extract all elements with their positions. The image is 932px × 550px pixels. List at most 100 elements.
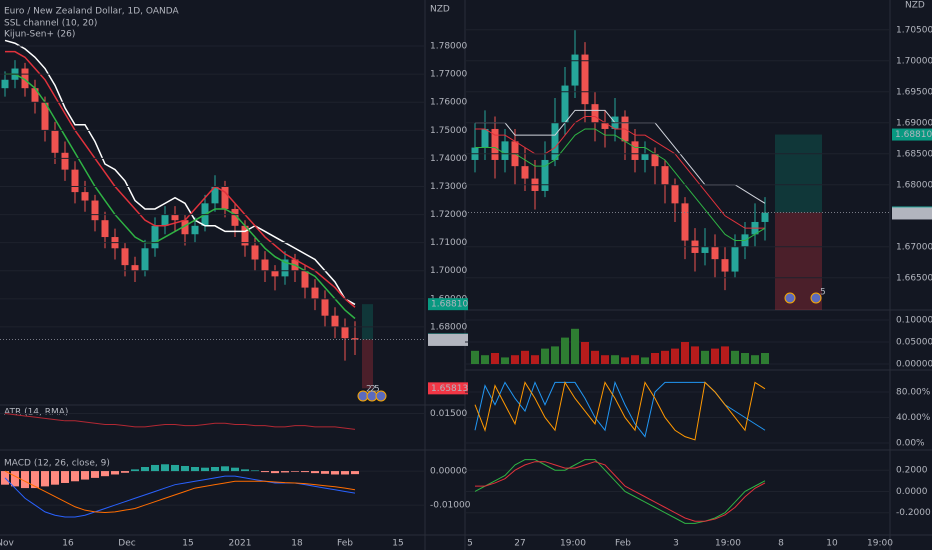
- macd-hist: [131, 469, 139, 472]
- candle-body: [251, 245, 259, 260]
- candle-body: [261, 259, 269, 271]
- macd-hist: [71, 471, 79, 482]
- candle-body: [341, 326, 349, 339]
- volume-bar: [641, 357, 649, 365]
- time-label: 27: [514, 539, 525, 549]
- macd-hist: [61, 471, 69, 483]
- volume-bar: [491, 353, 499, 365]
- volume-bar: [631, 355, 639, 365]
- macd-hist: [171, 464, 179, 472]
- price-tick-label: 1.70000: [896, 56, 932, 66]
- price-tick-label: 1.70500: [896, 25, 932, 35]
- macd-hist: [51, 471, 59, 485]
- candle-body: [91, 200, 99, 221]
- price-tick-label: 1.71000: [430, 238, 467, 248]
- price-tick-label: -0.01000: [430, 501, 471, 511]
- price-tick-label: 0.0000: [896, 487, 928, 497]
- macd-hist: [211, 467, 219, 472]
- macd-hist: [341, 471, 349, 475]
- candle-body: [591, 104, 599, 123]
- indicator-line: [5, 73, 356, 320]
- time-label: Feb: [337, 539, 353, 549]
- time-label: 19:00: [715, 539, 741, 549]
- volume-bar: [691, 346, 699, 365]
- candle-body: [551, 122, 559, 160]
- time-label: Dec: [118, 539, 135, 549]
- volume-bar: [731, 350, 739, 365]
- candle-body: [81, 192, 89, 201]
- price-tag: [428, 333, 468, 346]
- time-label: 5: [467, 539, 473, 549]
- candle-body: [151, 225, 159, 249]
- price-tick-label: 1.68000: [430, 322, 467, 332]
- indicator-line: [4, 470, 356, 514]
- volume-bar: [751, 355, 759, 365]
- macd-hist: [81, 471, 89, 480]
- candle-body: [651, 153, 659, 167]
- macd-hist: [251, 470, 259, 472]
- macd-hist: [261, 471, 269, 473]
- price-tick-label: 0.00000: [896, 360, 932, 370]
- macd-hist: [301, 471, 309, 473]
- volume-bar: [701, 350, 709, 365]
- candle-body: [311, 287, 319, 299]
- price-tick-label: 80.00%: [896, 387, 931, 397]
- macd-hist: [191, 467, 199, 472]
- position-stop: [362, 339, 373, 389]
- candle-body: [51, 130, 59, 153]
- event-count: 5: [820, 288, 826, 298]
- candle-body: [681, 203, 689, 241]
- candle-body: [271, 270, 279, 277]
- volume-bar: [681, 342, 689, 365]
- time-label: 19:00: [560, 539, 586, 549]
- currency-label: NZD: [905, 1, 925, 11]
- volume-bar: [521, 350, 529, 365]
- price-tick-label: 0.10000: [896, 315, 932, 325]
- indicator-label: ATR (14, RMA): [4, 408, 68, 418]
- time-label: 15: [182, 539, 193, 549]
- candle-body: [501, 141, 509, 160]
- event-count: 2: [366, 385, 372, 395]
- time-label: 19:00: [867, 539, 893, 549]
- candle-body: [131, 265, 139, 271]
- candle-body: [141, 248, 149, 271]
- macd-hist: [351, 471, 359, 475]
- candle-body: [351, 338, 359, 340]
- candle-body: [581, 54, 589, 105]
- volume-bar: [541, 348, 549, 365]
- macd-hist: [321, 471, 329, 474]
- candle-body: [671, 184, 679, 204]
- candle-body: [231, 208, 239, 226]
- price-tick-label: 1.77000: [430, 70, 467, 80]
- candle-body: [31, 88, 39, 103]
- event-icon: [375, 390, 387, 402]
- candle-body: [701, 246, 709, 253]
- candle-body: [731, 246, 739, 272]
- volume-bar: [551, 346, 559, 365]
- volume-bar: [711, 348, 719, 365]
- price-tick-label: 0.00%: [896, 438, 925, 448]
- price-tag: [428, 382, 468, 395]
- position-target: [775, 134, 822, 213]
- price-tick-label: 1.73000: [430, 182, 467, 192]
- macd-hist: [41, 471, 49, 487]
- currency-label: NZD: [430, 5, 450, 15]
- price-tick-label: -0.2000: [896, 508, 931, 518]
- candle-body: [641, 153, 649, 160]
- price-tick-label: 1.76000: [430, 98, 467, 108]
- price-tag: [892, 128, 932, 141]
- candle-body: [331, 315, 339, 327]
- candle-body: [161, 214, 169, 226]
- event-count: 5: [374, 385, 380, 395]
- macd-hist: [101, 471, 109, 477]
- time-label: 3: [673, 539, 679, 549]
- candle-body: [61, 152, 69, 170]
- indicator-label: Kijun-Sen+ (26): [4, 30, 75, 40]
- volume-bar: [511, 355, 519, 365]
- macd-hist: [281, 471, 289, 473]
- candle-body: [541, 159, 549, 191]
- candle-body: [191, 225, 199, 235]
- indicator-line: [475, 116, 765, 229]
- price-tag-label: 1.67537: [895, 209, 932, 219]
- indicator-line: [4, 39, 356, 306]
